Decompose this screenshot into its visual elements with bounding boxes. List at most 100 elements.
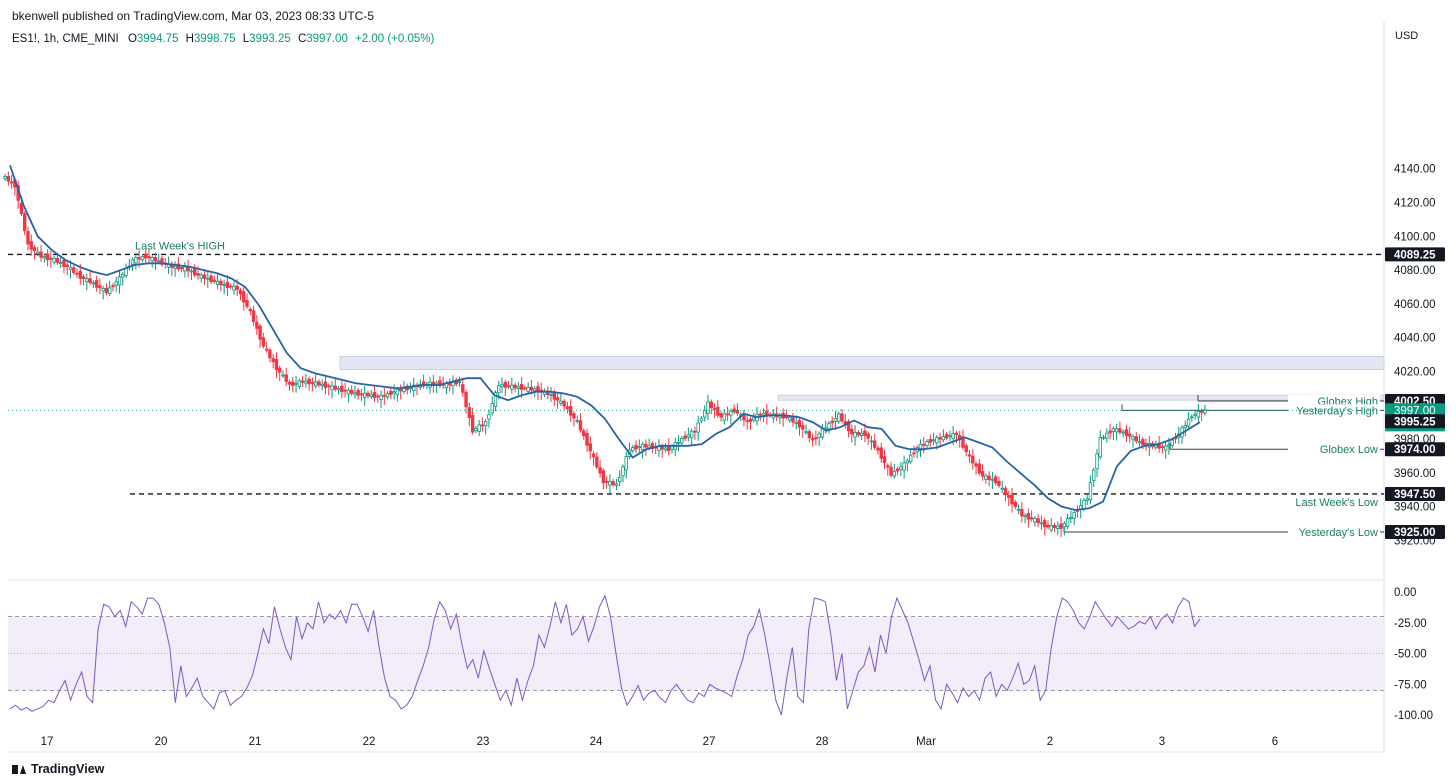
candle-body: [1134, 436, 1138, 442]
candle-body: [313, 381, 318, 387]
candle-body: [918, 443, 923, 451]
candle-body: [1039, 522, 1044, 525]
candle-body: [856, 432, 861, 436]
candle-body: [183, 266, 187, 272]
candle-body: [395, 388, 400, 396]
candle-body: [503, 381, 507, 388]
candle-body: [242, 291, 246, 303]
candle-body: [948, 435, 952, 438]
price-tick: 4060.00: [1394, 299, 1436, 311]
candle-body: [45, 253, 50, 261]
candle-body: [1160, 446, 1165, 449]
candle-body: [32, 247, 37, 252]
candle-body: [457, 381, 462, 383]
candle-body: [349, 389, 354, 394]
candle-body: [255, 321, 259, 329]
candle-body: [931, 439, 936, 442]
candle-body: [160, 258, 164, 265]
candle-body: [1118, 428, 1122, 433]
time-tick: 23: [477, 736, 490, 748]
candle-body: [451, 382, 455, 387]
candle-body: [470, 414, 475, 433]
candle-body: [631, 447, 635, 452]
candle-body: [895, 468, 900, 472]
candle-body: [297, 380, 302, 387]
time-axis[interactable]: 17 20 21 22 23 24 27 28 Mar 2 3 6: [41, 736, 1279, 748]
price-tick: 4140.00: [1394, 164, 1436, 176]
candle-body: [268, 349, 272, 359]
candle-body: [1183, 425, 1187, 429]
candle-body: [81, 276, 86, 279]
candle-body: [281, 374, 285, 377]
candle-body: [327, 385, 331, 388]
candle-body: [837, 413, 841, 422]
candle-body: [3, 176, 7, 179]
candle-body: [464, 391, 468, 408]
candle-body: [951, 432, 955, 440]
candle-body: [245, 300, 249, 307]
level-label-4: Last Week's Low: [1295, 497, 1378, 509]
ema-tag-bg: [1385, 414, 1445, 429]
candle-body: [1141, 438, 1145, 446]
candle-body: [719, 413, 723, 418]
candle-body: [660, 446, 664, 450]
price-tick: 4080.00: [1394, 265, 1436, 277]
candle-body: [1101, 436, 1106, 439]
candle-body: [748, 418, 753, 422]
candle-body: [533, 388, 537, 392]
candle-body: [88, 278, 92, 284]
candle-body: [637, 446, 642, 449]
candle-body: [225, 281, 230, 289]
candle-body: [706, 401, 710, 414]
time-tick: 3: [1159, 736, 1165, 748]
candle-body: [722, 413, 727, 421]
candle-body: [683, 435, 687, 439]
candle-body: [892, 470, 897, 477]
symbol-label[interactable]: ES1!, 1h, CME_MINI: [12, 33, 119, 45]
candle-body: [85, 278, 89, 282]
candle-body: [1059, 523, 1063, 529]
candle-body: [922, 443, 926, 446]
candle-body: [356, 389, 360, 396]
level-tag-3: 3974.00: [1394, 444, 1436, 456]
time-tick: 22: [363, 736, 376, 748]
candle-body: [804, 431, 808, 434]
candle-body: [1072, 512, 1076, 519]
candle-body: [716, 406, 720, 416]
candle-body: [1049, 525, 1053, 531]
candle-body: [908, 454, 913, 463]
candle-body: [980, 471, 985, 477]
candle-body: [1013, 502, 1017, 508]
candle-body: [984, 475, 988, 480]
candle-body: [1199, 410, 1204, 413]
candle-body: [876, 447, 880, 451]
time-tick: 20: [155, 736, 168, 748]
candle-body: [487, 413, 491, 420]
candle-body: [359, 393, 364, 396]
candle-body: [448, 383, 452, 386]
level-label-0: Last Week's HIGH: [135, 240, 225, 252]
candle-body: [124, 268, 128, 276]
candle-body: [111, 285, 115, 288]
candle-body: [333, 385, 337, 390]
candle-body: [36, 251, 40, 255]
candle-body: [189, 270, 194, 273]
candle-body: [291, 381, 295, 387]
low-key: L: [242, 33, 250, 45]
candle-body: [1043, 520, 1047, 528]
candle-body: [752, 417, 756, 421]
candle-body: [29, 241, 33, 250]
candle-body: [693, 430, 697, 433]
level-tag-4: 3947.50: [1394, 489, 1436, 501]
candle-body: [670, 446, 674, 450]
level-tag-5-bg: [1385, 525, 1445, 539]
level-tag-0: 4089.25: [1394, 249, 1436, 261]
candle-body: [830, 420, 834, 424]
candle-body: [1016, 508, 1021, 511]
candle-body: [75, 272, 79, 275]
candle-body: [680, 437, 684, 444]
candle-body: [500, 384, 504, 387]
candle-body: [206, 277, 210, 280]
candle-body: [101, 287, 105, 292]
